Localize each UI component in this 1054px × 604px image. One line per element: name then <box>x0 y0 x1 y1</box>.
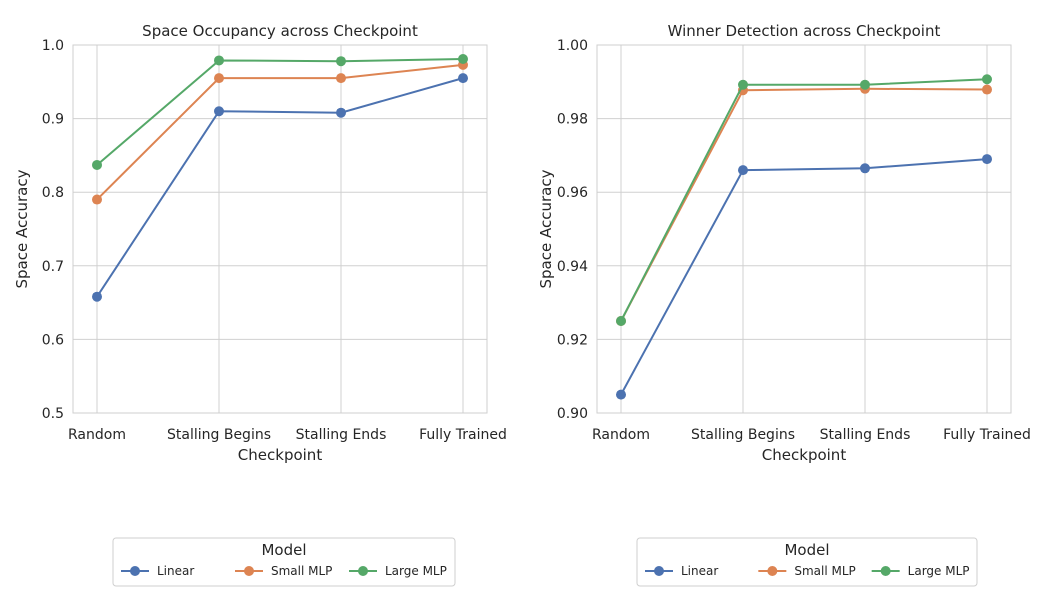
series-line <box>96 57 464 166</box>
x-tick-label: Stalling Ends <box>296 427 387 443</box>
legend-marker <box>880 566 891 576</box>
x-tick-label: Random <box>68 427 126 443</box>
x-tick-label: Stalling Begins <box>167 427 271 443</box>
series-large-mlp <box>616 74 992 326</box>
series-line <box>96 77 464 298</box>
series-line <box>620 158 988 396</box>
series-linear <box>616 154 992 400</box>
series-large-mlp <box>92 53 468 170</box>
x-axis-label: Checkpoint <box>238 446 323 464</box>
x-tick-label: Stalling Begins <box>691 427 795 443</box>
x-tick-label: Fully Trained <box>943 427 1031 443</box>
y-tick-label: 0.96 <box>557 185 588 201</box>
legend-marker <box>767 566 778 576</box>
legend-marker <box>654 566 664 576</box>
data-point <box>616 316 626 326</box>
data-point <box>336 73 346 84</box>
data-point <box>336 107 346 118</box>
data-point <box>214 106 224 117</box>
data-point <box>982 74 992 85</box>
series-line <box>620 87 988 322</box>
data-point <box>458 73 468 84</box>
series-small-mlp <box>616 83 992 326</box>
data-point <box>982 154 992 165</box>
series-line <box>620 78 988 322</box>
legend-title: Model <box>784 541 829 559</box>
chart-1: 0.5 0.6 0.7 0.8 0.9 1.0 Random Stalling Begins S… <box>13 22 507 587</box>
y-tick-label: 0.8 <box>42 185 64 201</box>
chart-title: Winner Detection across Checkpoint <box>668 22 941 40</box>
data-point <box>214 55 224 66</box>
legend-label: Linear <box>157 564 194 578</box>
legend-box <box>112 537 456 587</box>
x-tick-label: Fully Trained <box>419 427 507 443</box>
data-point <box>458 53 468 64</box>
y-tick-label: 1.00 <box>557 38 588 54</box>
series-linear <box>92 73 468 302</box>
plot-frame <box>596 44 1012 414</box>
legend-box <box>636 537 978 587</box>
data-point <box>92 159 102 170</box>
x-axis-label: Checkpoint <box>762 446 847 464</box>
data-point <box>738 165 748 176</box>
series-line <box>96 63 464 201</box>
chart-2: 0.90 0.92 0.94 0.96 0.98 1.00 Random Stalling B… <box>537 22 1031 587</box>
y-tick-label: 0.5 <box>42 406 64 422</box>
data-point <box>860 163 870 174</box>
y-tick-label: 0.94 <box>557 259 588 275</box>
y-tick-label: 0.90 <box>557 406 588 422</box>
data-point <box>982 84 992 95</box>
y-tick-label: 0.92 <box>557 332 588 348</box>
data-point <box>738 79 748 90</box>
y-tick-label: 0.7 <box>42 259 64 275</box>
legend: Model Linear Small MLP Large MLP <box>636 537 978 587</box>
legend-label: Small MLP <box>794 564 855 578</box>
series-small-mlp <box>92 59 468 205</box>
x-tick-label: Stalling Ends <box>820 427 911 443</box>
legend-marker <box>130 566 140 576</box>
x-tick-label: Random <box>592 427 650 443</box>
legend: Model Linear Small MLP Large MLP <box>112 537 456 587</box>
data-point <box>92 194 102 205</box>
y-tick-label: 0.9 <box>42 112 64 128</box>
plot-frame <box>72 44 488 414</box>
legend-title: Model <box>261 541 306 559</box>
chart-title: Space Occupancy across Checkpoint <box>142 22 418 40</box>
legend-label: Linear <box>681 564 718 578</box>
data-point <box>214 73 224 84</box>
y-tick-label: 1.0 <box>42 38 64 54</box>
y-axis-label: Space Accuracy <box>13 169 31 288</box>
legend-marker <box>358 566 368 576</box>
data-point <box>92 291 102 302</box>
data-point <box>860 79 870 90</box>
legend-label: Small MLP <box>271 564 332 578</box>
legend-marker <box>244 566 254 576</box>
y-axis-label: Space Accuracy <box>537 169 555 288</box>
y-tick-label: 0.6 <box>42 332 64 348</box>
data-point <box>616 389 626 400</box>
legend-label: Large MLP <box>908 564 970 578</box>
y-tick-label: 0.98 <box>557 112 588 128</box>
legend-label: Large MLP <box>385 564 447 578</box>
data-point <box>336 56 346 67</box>
